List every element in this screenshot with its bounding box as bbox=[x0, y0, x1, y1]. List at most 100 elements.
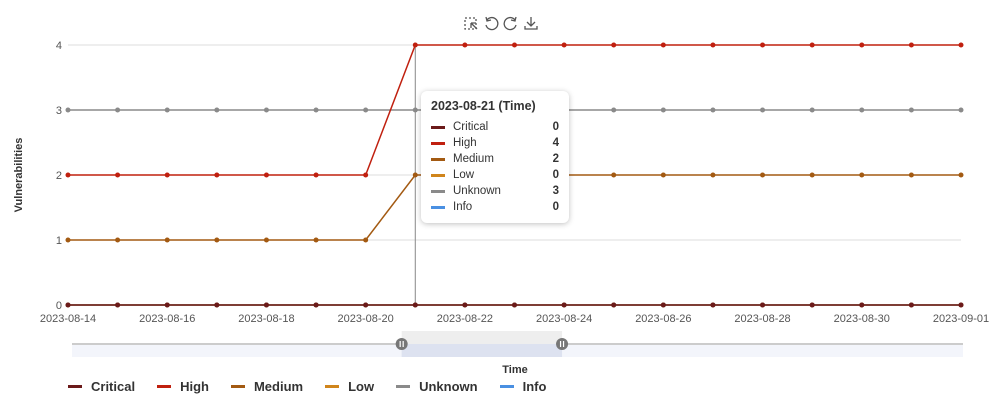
data-point[interactable] bbox=[115, 107, 121, 113]
reset-icon[interactable] bbox=[503, 16, 517, 31]
series-swatch bbox=[431, 125, 445, 129]
data-point[interactable] bbox=[65, 237, 71, 243]
data-point[interactable] bbox=[660, 302, 666, 308]
data-point[interactable] bbox=[263, 172, 269, 178]
data-point[interactable] bbox=[809, 42, 815, 48]
slider-handle[interactable] bbox=[556, 338, 569, 350]
y-tick-label: 1 bbox=[56, 235, 62, 247]
data-point[interactable] bbox=[760, 107, 766, 113]
data-point[interactable] bbox=[214, 302, 220, 308]
legend-item-critical[interactable]: Critical bbox=[68, 379, 135, 394]
legend-swatch bbox=[396, 385, 411, 388]
data-point[interactable] bbox=[115, 302, 121, 308]
data-point[interactable] bbox=[164, 172, 170, 178]
data-point[interactable] bbox=[611, 42, 617, 48]
data-point[interactable] bbox=[908, 42, 914, 48]
data-point[interactable] bbox=[214, 237, 220, 243]
legend-label: High bbox=[180, 379, 209, 394]
legend-item-low[interactable]: Low bbox=[325, 379, 374, 394]
y-tick-label: 3 bbox=[56, 105, 62, 117]
data-point[interactable] bbox=[412, 107, 418, 113]
data-point[interactable] bbox=[760, 302, 766, 308]
data-point[interactable] bbox=[263, 107, 269, 113]
data-point[interactable] bbox=[958, 42, 964, 48]
data-point[interactable] bbox=[710, 302, 716, 308]
slider-handle[interactable] bbox=[395, 338, 408, 350]
tooltip-series-name: Critical bbox=[453, 121, 489, 133]
data-point[interactable] bbox=[65, 172, 71, 178]
data-point[interactable] bbox=[313, 302, 319, 308]
data-point[interactable] bbox=[958, 107, 964, 113]
data-point[interactable] bbox=[412, 172, 418, 178]
x-tick-label: 2023-08-22 bbox=[437, 313, 493, 325]
legend-item-medium[interactable]: Medium bbox=[230, 379, 303, 394]
data-point[interactable] bbox=[412, 302, 418, 308]
data-point[interactable] bbox=[164, 237, 170, 243]
data-point[interactable] bbox=[958, 302, 964, 308]
data-point[interactable] bbox=[164, 107, 170, 113]
download-icon[interactable] bbox=[524, 17, 538, 30]
data-point[interactable] bbox=[809, 302, 815, 308]
data-point[interactable] bbox=[65, 302, 71, 308]
data-point[interactable] bbox=[214, 172, 220, 178]
data-point[interactable] bbox=[65, 107, 71, 113]
tooltip-title: 2023-08-21 (Time) bbox=[431, 99, 536, 113]
data-point[interactable] bbox=[263, 302, 269, 308]
data-point[interactable] bbox=[908, 107, 914, 113]
data-point[interactable] bbox=[561, 302, 567, 308]
data-point[interactable] bbox=[313, 172, 319, 178]
data-point[interactable] bbox=[263, 237, 269, 243]
data-point[interactable] bbox=[908, 302, 914, 308]
data-point[interactable] bbox=[462, 42, 468, 48]
data-point[interactable] bbox=[561, 42, 567, 48]
data-point[interactable] bbox=[313, 237, 319, 243]
legend-item-unknown[interactable]: Unknown bbox=[396, 379, 478, 394]
data-point[interactable] bbox=[710, 42, 716, 48]
data-point[interactable] bbox=[710, 172, 716, 178]
data-point[interactable] bbox=[859, 107, 865, 113]
data-point[interactable] bbox=[760, 42, 766, 48]
data-point[interactable] bbox=[115, 237, 121, 243]
legend-item-high[interactable]: High bbox=[157, 379, 209, 394]
data-point[interactable] bbox=[809, 172, 815, 178]
data-point[interactable] bbox=[363, 302, 369, 308]
data-point[interactable] bbox=[859, 42, 865, 48]
data-point[interactable] bbox=[859, 172, 865, 178]
zoom-select-icon[interactable] bbox=[464, 17, 478, 30]
data-point[interactable] bbox=[462, 302, 468, 308]
data-point[interactable] bbox=[958, 172, 964, 178]
data-point[interactable] bbox=[214, 107, 220, 113]
tooltip-series-name: Low bbox=[453, 169, 475, 181]
tooltip-series-name: Info bbox=[453, 201, 473, 213]
data-point[interactable] bbox=[363, 107, 369, 113]
data-point[interactable] bbox=[908, 172, 914, 178]
data-point[interactable] bbox=[710, 107, 716, 113]
data-point[interactable] bbox=[859, 302, 865, 308]
undo-icon[interactable] bbox=[485, 16, 499, 31]
data-point[interactable] bbox=[363, 237, 369, 243]
data-point[interactable] bbox=[611, 107, 617, 113]
data-point[interactable] bbox=[809, 107, 815, 113]
tooltip-series-name: High bbox=[453, 137, 477, 149]
x-tick-label: 2023-09-01 bbox=[933, 313, 989, 325]
x-tick-label: 2023-08-16 bbox=[139, 313, 195, 325]
data-point[interactable] bbox=[660, 107, 666, 113]
data-point[interactable] bbox=[512, 302, 517, 308]
data-point[interactable] bbox=[313, 107, 319, 113]
data-point[interactable] bbox=[611, 172, 617, 178]
series-swatch bbox=[431, 173, 445, 177]
data-point[interactable] bbox=[660, 42, 666, 48]
legend-item-info[interactable]: Info bbox=[499, 379, 546, 394]
zoom-slider[interactable] bbox=[72, 331, 963, 357]
data-point[interactable] bbox=[660, 172, 666, 178]
data-point[interactable] bbox=[164, 302, 170, 308]
data-point[interactable] bbox=[512, 42, 517, 48]
tooltip-series-value: 3 bbox=[552, 185, 559, 197]
x-tick-label: 2023-08-30 bbox=[834, 313, 890, 325]
data-point[interactable] bbox=[412, 42, 418, 48]
data-point[interactable] bbox=[611, 302, 617, 308]
data-point[interactable] bbox=[363, 172, 369, 178]
data-point[interactable] bbox=[115, 172, 121, 178]
data-point[interactable] bbox=[760, 172, 766, 178]
x-tick-label: 2023-08-28 bbox=[734, 313, 790, 325]
